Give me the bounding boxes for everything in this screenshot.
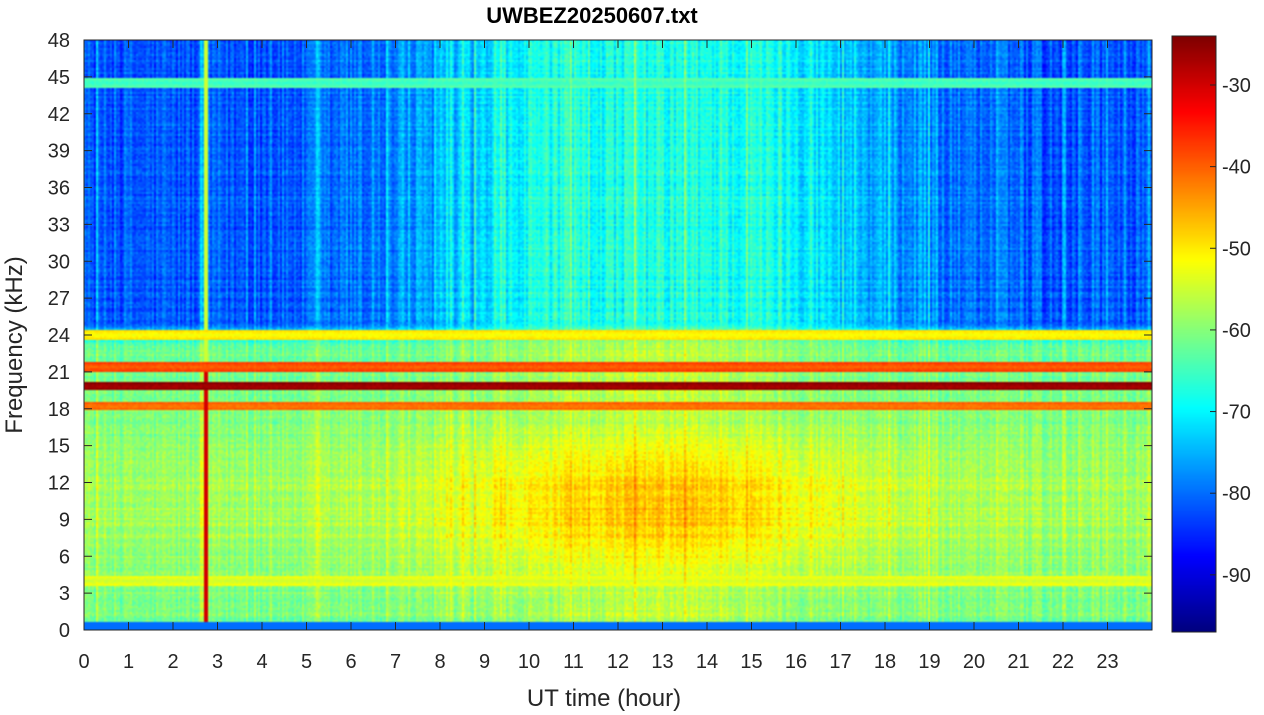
x-tick-label: 4 [256, 651, 267, 673]
y-tick-label: 27 [48, 288, 70, 310]
spectrogram-heatmap [84, 40, 1152, 630]
x-tick-label: 10 [518, 651, 540, 673]
colorbar-tick-label: -40 [1222, 157, 1251, 179]
x-tick-label: 15 [740, 651, 762, 673]
spectrogram-plot: 0 1 2 3 4 5 6 7 8 9 10 11 12 13 14 15 16 17 18 19 20 21 22 23 0… [48, 30, 1153, 673]
x-tick-label: 14 [696, 651, 718, 673]
y-tick-label: 45 [48, 67, 70, 89]
y-tick-label: 9 [59, 509, 70, 531]
x-tick-label: 3 [212, 651, 223, 673]
colorbar-tick-label: -70 [1222, 402, 1251, 424]
x-tick-label: 1 [123, 651, 134, 673]
colorbar-tick-label: -80 [1222, 483, 1251, 505]
y-tick-label: 39 [48, 141, 70, 163]
colorbar-frame [1171, 35, 1217, 633]
x-tick-label: 2 [167, 651, 178, 673]
y-tick-label: 30 [48, 251, 70, 273]
y-tick-label: 24 [48, 325, 70, 347]
x-tick-label: 18 [874, 651, 896, 673]
y-tick-label: 6 [59, 546, 70, 568]
y-tick-label: 21 [48, 362, 70, 384]
colorbar-tick-label: -90 [1222, 565, 1251, 587]
y-tick-label: 42 [48, 104, 70, 126]
x-tick-label: 22 [1052, 651, 1074, 673]
x-tick-label: 9 [479, 651, 490, 673]
x-tick-label: 7 [390, 651, 401, 673]
x-tick-label: 8 [434, 651, 445, 673]
x-axis-ticks: 0 1 2 3 4 5 6 7 8 9 10 11 12 13 14 15 16 17 18 19 20 21 22 23 [78, 40, 1119, 673]
x-tick-label: 20 [963, 651, 985, 673]
colorbar-tick-label: -60 [1222, 320, 1251, 342]
y-tick-label: 33 [48, 214, 70, 236]
colorbar-tick-label: -50 [1222, 238, 1251, 260]
x-tick-label: 13 [651, 651, 673, 673]
y-tick-label: 36 [48, 178, 70, 200]
y-tick-label: 18 [48, 399, 70, 421]
x-tick-label: 21 [1007, 651, 1029, 673]
colorbar-ticks: -30 -40 -50 -60 -70 -80 -90 [1210, 75, 1251, 587]
colorbar-gradient [1172, 36, 1216, 632]
y-tick-label: 3 [59, 583, 70, 605]
x-tick-label: 16 [785, 651, 807, 673]
y-tick-label: 48 [48, 30, 70, 52]
x-tick-label: 23 [1096, 651, 1118, 673]
x-tick-label: 11 [563, 651, 584, 673]
x-tick-label: 0 [78, 651, 89, 673]
y-tick-label: 12 [48, 473, 70, 495]
x-tick-label: 19 [918, 651, 940, 673]
y-tick-label: 0 [59, 620, 70, 642]
x-tick-label: 6 [345, 651, 356, 673]
x-axis-label: UT time (hour) [527, 685, 681, 712]
y-axis-label: Frequency (kHz) [1, 256, 28, 433]
colorbar-tick-label: -30 [1222, 75, 1251, 97]
x-tick-label: 12 [607, 651, 629, 673]
y-tick-label: 15 [48, 436, 70, 458]
x-tick-label: 5 [301, 651, 312, 673]
chart-title: UWBEZ20250607.txt [486, 3, 698, 28]
x-tick-label: 17 [829, 651, 851, 673]
colorbar: -30 -40 -50 -60 -70 -80 -90 [1171, 35, 1251, 633]
